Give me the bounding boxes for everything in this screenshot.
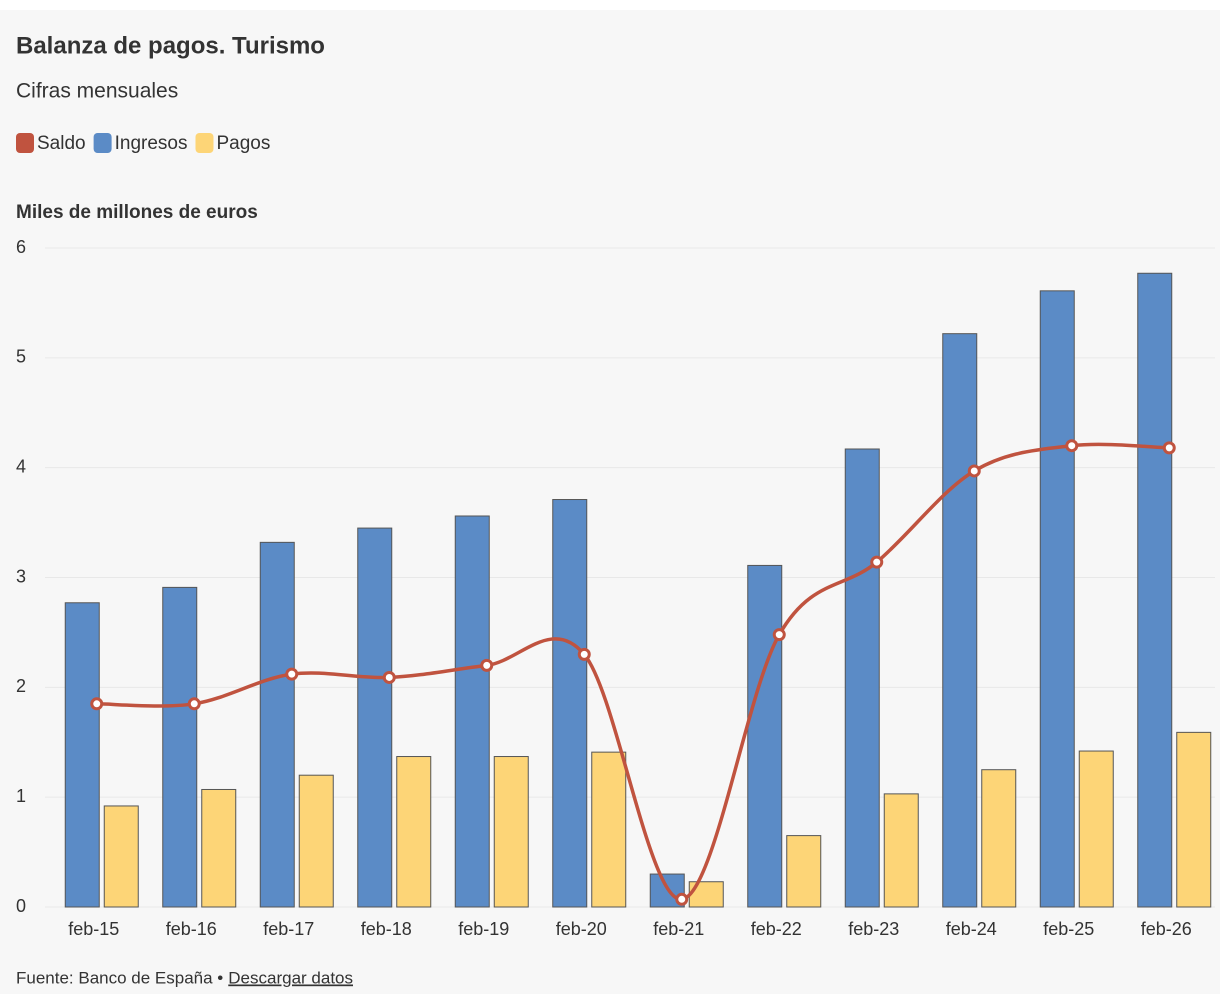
- line-point: [480, 658, 494, 672]
- bar: [1078, 750, 1114, 908]
- chart-subtitle: Cifras mensuales: [16, 80, 178, 103]
- bar: [1039, 290, 1075, 908]
- bar: [103, 805, 139, 908]
- legend-swatch: [93, 133, 112, 153]
- line-point: [285, 667, 299, 681]
- bar: [64, 602, 100, 908]
- bar: [747, 564, 783, 908]
- x-tick-label: feb-17: [263, 919, 314, 939]
- y-tick-label: 4: [16, 456, 26, 476]
- x-tick-label: feb-18: [361, 919, 412, 939]
- x-tick-label: feb-26: [1141, 919, 1192, 939]
- x-tick-label: feb-16: [166, 919, 217, 939]
- bar: [942, 333, 978, 908]
- legend: Saldo Ingresos Pagos: [16, 133, 270, 154]
- bar: [1176, 731, 1212, 908]
- legend-swatch: [195, 133, 214, 153]
- y-axis-label: Miles de millones de euros: [16, 202, 258, 223]
- bar: [1137, 272, 1173, 908]
- bar: [786, 835, 822, 908]
- line-point: [382, 670, 396, 684]
- download-link[interactable]: Descargar datos: [228, 968, 353, 987]
- legend-swatch: [16, 133, 34, 153]
- x-tick-label: feb-20: [556, 919, 607, 939]
- bar: [552, 499, 588, 908]
- line-point: [675, 892, 689, 906]
- bar: [396, 756, 432, 908]
- y-tick-label: 6: [16, 237, 26, 257]
- legend-label: Saldo: [37, 133, 86, 154]
- y-tick-label: 2: [16, 676, 26, 696]
- x-tick-label: feb-19: [458, 919, 509, 939]
- line-point: [1162, 441, 1176, 455]
- bar: [981, 769, 1017, 908]
- bar: [162, 586, 198, 908]
- line-point: [1065, 439, 1079, 453]
- line-point: [187, 697, 201, 711]
- legend-label: Pagos: [216, 133, 270, 154]
- bar: [357, 527, 393, 908]
- line-point: [772, 628, 786, 642]
- bar: [591, 751, 627, 908]
- line-point: [967, 464, 981, 478]
- legend-label: Ingresos: [115, 133, 188, 154]
- bar: [883, 793, 919, 908]
- x-tick-label: feb-25: [1043, 919, 1094, 939]
- bar: [454, 515, 490, 908]
- bar: [259, 541, 295, 908]
- bar: [298, 774, 334, 908]
- y-tick-label: 0: [16, 896, 26, 916]
- bar: [493, 756, 529, 908]
- line-point: [90, 697, 104, 711]
- chart-title: Balanza de pagos. Turismo: [16, 32, 325, 59]
- x-tick-label: feb-23: [848, 919, 899, 939]
- y-tick-label: 5: [16, 347, 26, 367]
- line-point: [577, 647, 591, 661]
- bar: [201, 788, 237, 908]
- line-point: [870, 555, 884, 569]
- source: Fuente: Banco de España •: [16, 968, 223, 987]
- y-tick-label: 1: [16, 786, 26, 806]
- y-tick-label: 3: [16, 566, 26, 586]
- x-tick-label: feb-21: [653, 919, 704, 939]
- x-tick-label: feb-24: [946, 919, 997, 939]
- x-tick-label: feb-22: [751, 919, 802, 939]
- x-tick-label: feb-15: [68, 919, 119, 939]
- bar: [844, 448, 880, 908]
